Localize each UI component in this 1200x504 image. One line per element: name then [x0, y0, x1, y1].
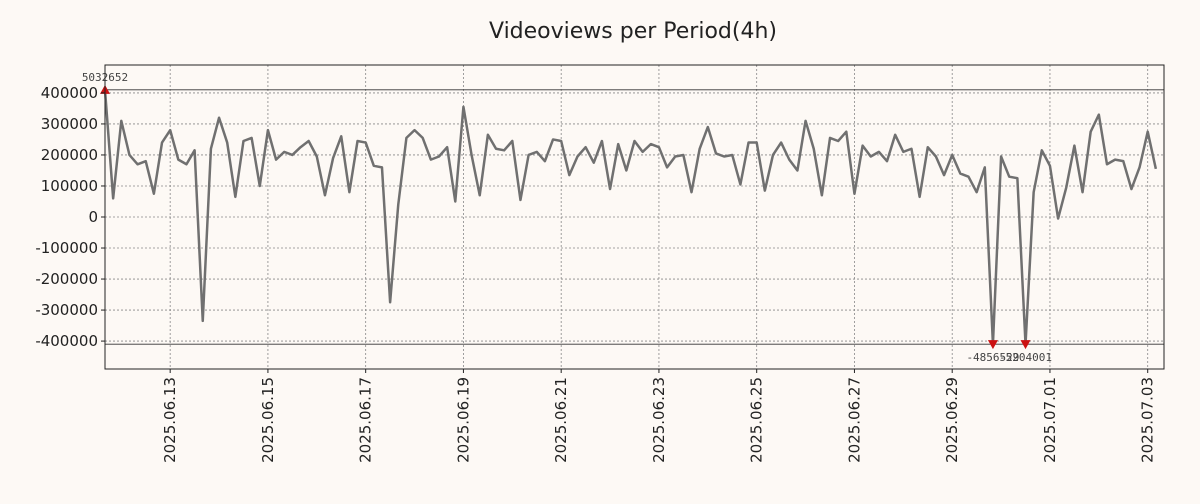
y-tick-label: -200000: [35, 270, 98, 288]
x-tick-label: 2025.06.23: [650, 377, 668, 463]
x-tick-label: 2025.06.29: [943, 377, 961, 463]
x-tick-label: 2025.07.03: [1139, 377, 1157, 463]
y-tick-label: 100000: [41, 177, 98, 195]
y-tick-label: -400000: [35, 332, 98, 350]
x-tick-label: 2025.06.13: [161, 377, 179, 463]
chart-title: Videoviews per Period(4h): [489, 19, 777, 44]
y-tick-label: 200000: [41, 146, 98, 164]
x-tick-label: 2025.06.27: [845, 377, 863, 463]
annotation-label: -5204001: [999, 351, 1052, 364]
x-tick-label: 2025.06.19: [454, 377, 472, 463]
x-tick-label: 2025.07.01: [1041, 377, 1059, 463]
y-tick-label: 300000: [41, 115, 98, 133]
y-tick-label: -300000: [35, 301, 98, 319]
y-tick-label: 0: [88, 208, 98, 226]
x-tick-label: 2025.06.15: [259, 377, 277, 463]
x-tick-label: 2025.06.25: [748, 377, 766, 463]
x-tick-label: 2025.06.17: [357, 377, 375, 463]
y-tick-label: -100000: [35, 239, 98, 257]
x-tick-label: 2025.06.21: [552, 377, 570, 463]
y-tick-label: 400000: [41, 84, 98, 102]
